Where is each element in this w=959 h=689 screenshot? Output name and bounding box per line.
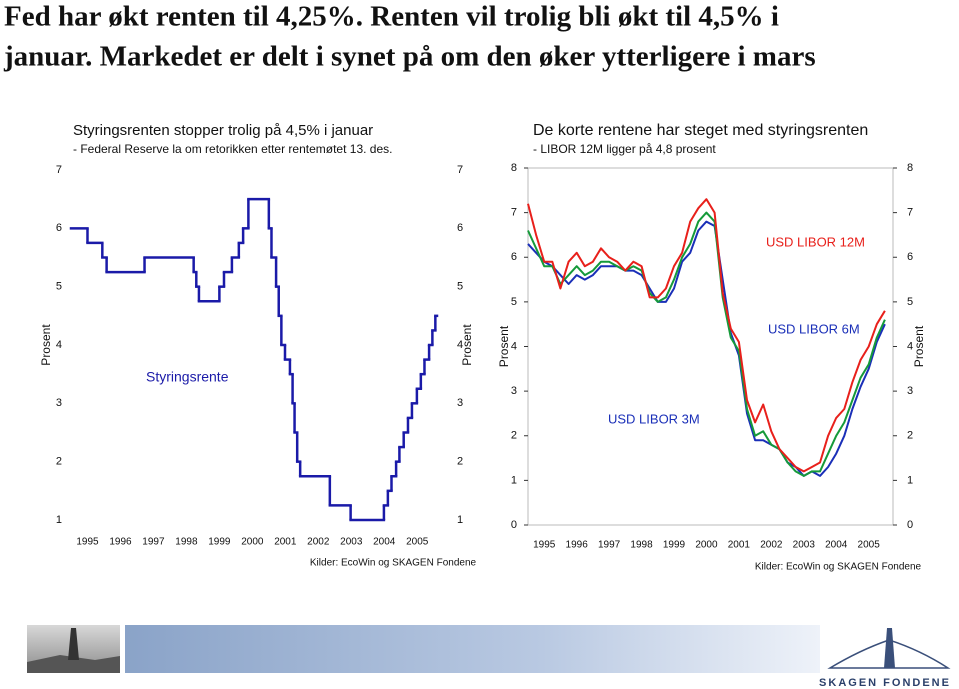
y-tick-label: 0 — [907, 519, 913, 531]
x-tick-label: 2005 — [858, 540, 881, 551]
y-tick-label: 1 — [457, 514, 463, 526]
series-label: USD LIBOR 12M — [766, 234, 865, 249]
lighthouse — [68, 628, 79, 660]
x-tick-label: 2004 — [825, 540, 848, 551]
x-tick-label: 2003 — [793, 540, 816, 551]
y-tick-label: 5 — [511, 296, 517, 308]
x-tick-label: 1996 — [566, 540, 589, 551]
y-tick-label: 4 — [511, 340, 517, 352]
line-series — [527, 198, 886, 473]
x-tick-label: 2001 — [728, 540, 751, 551]
y-tick-label: 2 — [56, 456, 62, 468]
y-tick-label: 3 — [56, 397, 62, 409]
y-tick-label: 2 — [457, 456, 463, 468]
x-tick-label: 2002 — [760, 540, 783, 551]
x-tick-label: 2001 — [274, 537, 297, 548]
x-tick-label: 1997 — [142, 537, 165, 548]
y-tick-label: 6 — [457, 222, 463, 234]
line-series — [527, 211, 886, 477]
y-tick-label: 6 — [907, 251, 913, 263]
y-tick-label: 7 — [56, 164, 62, 176]
rocks — [27, 655, 120, 673]
y-tick-label: 5 — [56, 281, 62, 293]
brand: SKAGEN FONDENE — [819, 677, 951, 689]
x-tick-label: 1996 — [109, 537, 132, 548]
chart: De korte rentene har steget med styrings… — [497, 122, 926, 572]
chart-subtitle: - LIBOR 12M ligger på 4,8 prosent — [533, 142, 716, 156]
chart-subtitle: - Federal Reserve la om retorikken etter… — [73, 142, 392, 156]
y-tick-label: 6 — [511, 251, 517, 263]
y-tick-label: 7 — [907, 207, 913, 219]
y-axis-label: Prosent — [912, 325, 926, 367]
series-label: Styringsrente — [146, 369, 229, 385]
x-tick-label: 1999 — [663, 540, 686, 551]
y-axis-label: Prosent — [39, 324, 53, 366]
y-tick-label: 7 — [457, 164, 463, 176]
plot-frame — [527, 167, 894, 526]
line-series — [527, 220, 886, 477]
y-axis-label: Prosent — [497, 325, 511, 367]
y-tick-label: 5 — [457, 281, 463, 293]
x-tick-label: 2000 — [241, 537, 264, 548]
y-tick-label: 2 — [907, 430, 913, 442]
y-tick-label: 2 — [511, 430, 517, 442]
logo-lines — [827, 639, 951, 669]
x-tick-label: 1998 — [630, 540, 653, 551]
y-tick-label: 4 — [56, 339, 62, 351]
x-tick-label: 2003 — [340, 537, 363, 548]
y-tick-label: 4 — [907, 340, 913, 352]
slide-title: januar. Markedet er delt i synet på om d… — [3, 41, 816, 73]
y-tick-label: 8 — [907, 162, 913, 174]
x-tick-label: 1997 — [598, 540, 621, 551]
x-tick-label: 1995 — [533, 540, 556, 551]
y-tick-label: 3 — [511, 385, 517, 397]
x-tick-label: 1999 — [208, 537, 231, 548]
y-tick-label: 0 — [511, 519, 517, 531]
x-tick-label: 2002 — [307, 537, 330, 548]
y-axis-label: Prosent — [460, 324, 474, 366]
x-tick-label: 1995 — [76, 537, 99, 548]
chart: Styringsrenten stopper trolig på 4,5% i … — [39, 122, 476, 569]
y-tick-label: 8 — [511, 162, 517, 174]
y-tick-label: 1 — [907, 474, 913, 486]
slide-title: Fed har økt renten til 4,25%. Renten vil… — [4, 1, 779, 33]
x-tick-label: 1998 — [175, 537, 198, 548]
footer-band — [125, 625, 820, 673]
x-tick-label: 2000 — [695, 540, 718, 551]
series-label: USD LIBOR 3M — [608, 411, 700, 426]
y-tick-label: 5 — [907, 296, 913, 308]
chart-title: De korte rentene har steget med styrings… — [533, 122, 868, 139]
chart-title: Styringsrenten stopper trolig på 4,5% i … — [73, 122, 373, 139]
y-tick-label: 3 — [907, 385, 913, 397]
y-tick-label: 1 — [511, 474, 517, 486]
footer: SKAGEN FONDENE — [27, 625, 951, 689]
x-tick-label: 2005 — [406, 537, 429, 548]
source: Kilder: EcoWin og SKAGEN Fondene — [310, 558, 477, 569]
y-tick-label: 6 — [56, 222, 62, 234]
y-tick-label: 3 — [457, 397, 463, 409]
y-tick-label: 7 — [511, 207, 517, 219]
x-tick-label: 2004 — [373, 537, 396, 548]
y-tick-label: 4 — [457, 339, 463, 351]
logo-lighthouse — [884, 628, 895, 668]
series-label: USD LIBOR 6M — [768, 321, 860, 336]
y-tick-label: 1 — [56, 514, 62, 526]
source: Kilder: EcoWin og SKAGEN Fondene — [755, 562, 922, 573]
